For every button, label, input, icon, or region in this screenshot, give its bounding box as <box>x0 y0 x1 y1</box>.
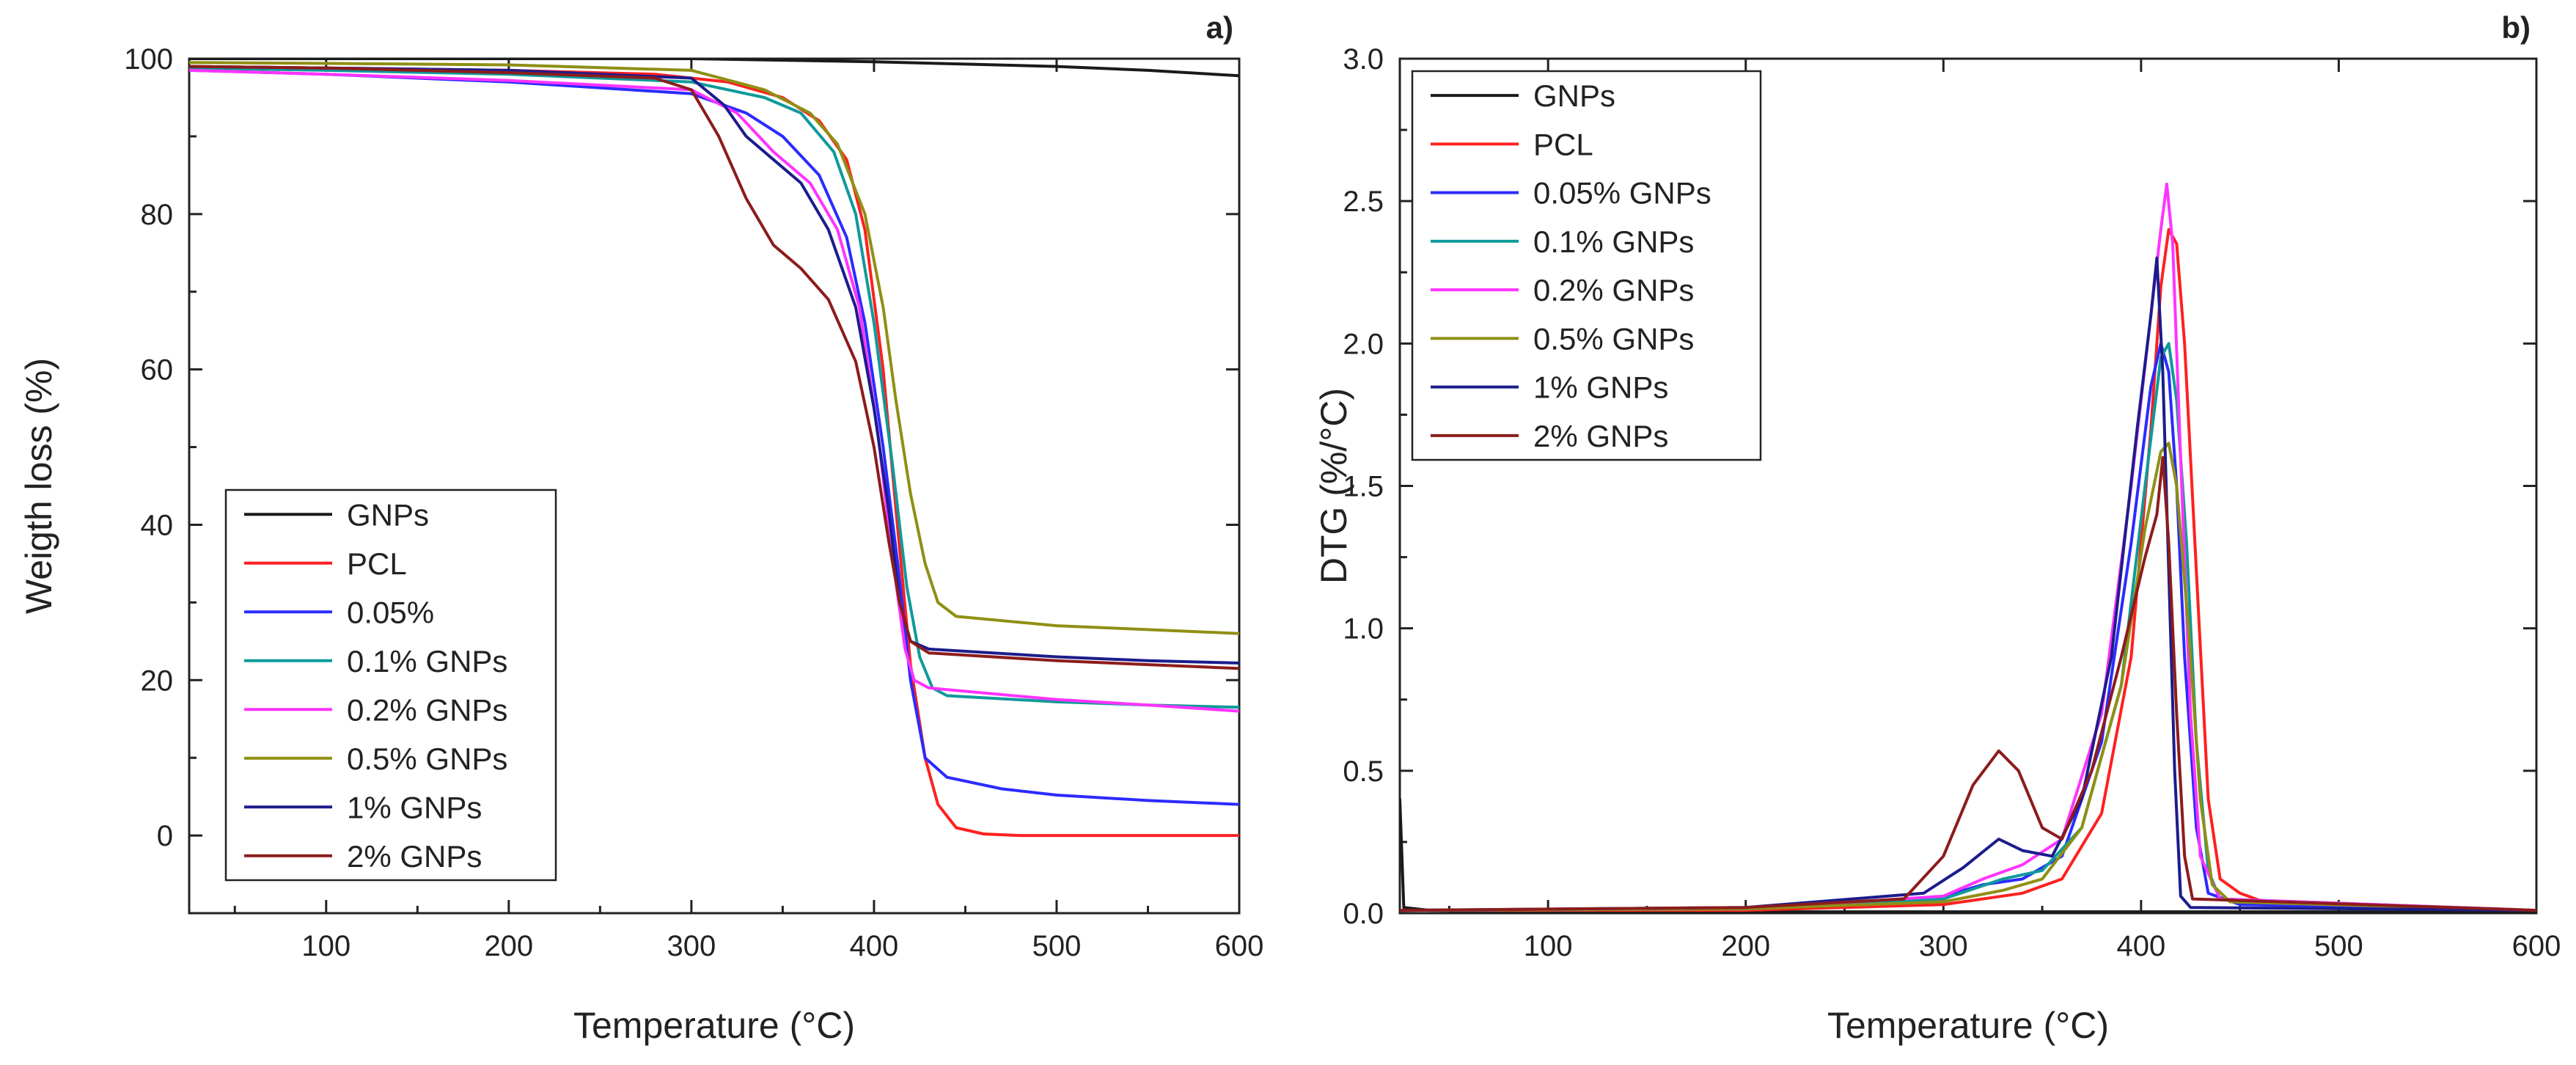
series-line-0-5-gnps <box>1400 442 2536 912</box>
y-tick-label: 40 <box>141 509 174 541</box>
y-tick-label: 1.0 <box>1343 613 1384 645</box>
series-line-gnps <box>189 59 1239 78</box>
y-axis-title: DTG (%/°C) <box>1313 388 1354 584</box>
y-tick-label: 0 <box>157 820 173 852</box>
legend-entry: 1% GNPs <box>347 790 482 824</box>
legend-entry: PCL <box>1533 127 1593 161</box>
dtg-chart: 100 200 300 400 500 600 0.0 0.5 1.0 1.5 2.0 2.5 3.0 T… <box>1313 10 2561 1046</box>
x-tick-label: 200 <box>1721 930 1770 962</box>
series-line-1-gnps <box>189 65 1239 665</box>
legend-entry: 0.2% GNPs <box>347 692 507 727</box>
legend-entry: 0.05% <box>347 595 434 629</box>
series-line-gnps <box>1400 797 2536 913</box>
y-tick-label: 2.0 <box>1343 328 1384 360</box>
legend-box <box>1411 70 1762 461</box>
legend-entry: 1% GNPs <box>1533 370 1668 405</box>
legend-entry: 2% GNPs <box>1533 419 1668 453</box>
panel-label: b) <box>2501 10 2531 45</box>
x-axis-title: Temperature (°C) <box>573 1005 855 1046</box>
y-tick-label: 0.5 <box>1343 755 1384 788</box>
x-tick-label: 300 <box>667 930 716 962</box>
series-line-pcl <box>1400 228 2536 912</box>
y-tick-label: 3.0 <box>1343 43 1384 76</box>
legend-entry: PCL <box>347 546 407 581</box>
x-axis-title: Temperature (°C) <box>1827 1005 2109 1046</box>
y-axis-title: Weigth loss (%) <box>18 358 59 614</box>
legend-entry: GNPs <box>347 497 429 532</box>
x-tick-label: 300 <box>1919 930 1968 962</box>
x-tick-label: 500 <box>2314 930 2363 962</box>
chart-panel-a: 100 200 300 400 500 600 0 20 40 60 80 100 Temperatur… <box>18 10 1264 1046</box>
y-tick-label: 0.0 <box>1343 898 1384 930</box>
series-line-0-1-gnps <box>189 66 1239 709</box>
tga-weight-loss-chart: 100 200 300 400 500 600 0 20 40 60 80 100 Temperatur… <box>18 10 1264 1046</box>
y-tick-label: 2.5 <box>1343 186 1384 218</box>
series-line-0-2-gnps <box>189 68 1239 713</box>
y-tick-label: 1.5 <box>1343 471 1384 503</box>
y-tick-label: 100 <box>124 43 173 76</box>
legend-entry: 0.1% GNPs <box>1533 224 1694 259</box>
legend-entry: 0.5% GNPs <box>347 742 507 776</box>
x-tick-label: 200 <box>484 930 533 962</box>
x-tick-label: 600 <box>2512 930 2561 962</box>
series-line-2-gnps <box>1400 455 2536 912</box>
x-tick-label: 100 <box>301 930 351 962</box>
y-tick-label: 60 <box>141 354 174 387</box>
series-line-0-5-gnps <box>189 61 1239 635</box>
y-tick-label: 80 <box>141 199 174 231</box>
legend-entry: 0.2% GNPs <box>1533 273 1694 307</box>
legend-entry: 0.1% GNPs <box>347 644 507 678</box>
series-line-2-gnps <box>189 65 1239 670</box>
legend-entry: 0.5% GNPs <box>1533 321 1694 356</box>
legend-entry: GNPs <box>1533 78 1615 113</box>
series-line-1-gnps <box>1400 256 2536 912</box>
series-line-pcl <box>189 65 1239 838</box>
x-tick-label: 400 <box>2116 930 2165 962</box>
series-line-0-05- <box>189 68 1239 806</box>
chart-panel-b: 100 200 300 400 500 600 0.0 0.5 1.0 1.5 2.0 2.5 3.0 T… <box>1288 0 2576 1065</box>
x-tick-label: 400 <box>850 930 899 962</box>
y-tick-label: 20 <box>141 665 174 697</box>
legend-entry: 2% GNPs <box>347 839 482 874</box>
panel-label: a) <box>1206 10 1233 45</box>
x-tick-label: 500 <box>1032 930 1082 962</box>
series-group <box>189 59 1239 838</box>
legend-entry: 0.05% GNPs <box>1533 176 1711 211</box>
x-tick-label: 100 <box>1524 930 1573 962</box>
series-group <box>1400 182 2536 913</box>
x-tick-label: 600 <box>1215 930 1264 962</box>
legend-box <box>224 488 557 882</box>
